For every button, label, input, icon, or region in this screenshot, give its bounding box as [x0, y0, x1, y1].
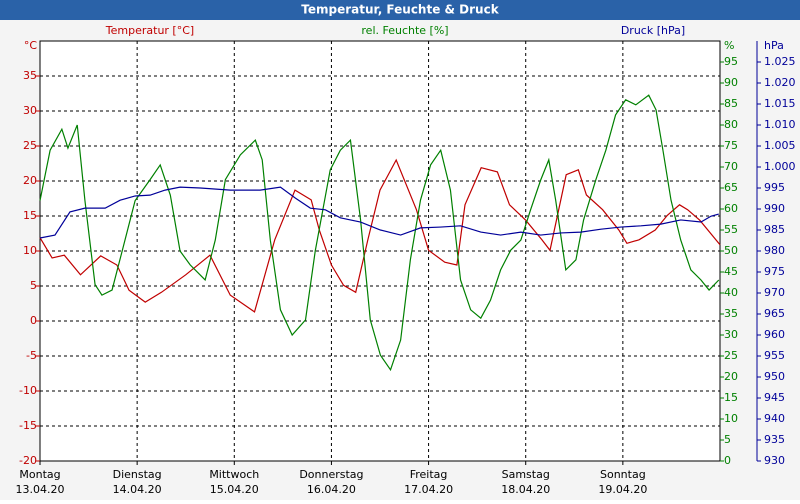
y2-tick-label: 25 — [724, 349, 738, 362]
y3-tick-label: 1.015 — [764, 97, 796, 110]
y-tick-label: 25 — [23, 139, 37, 152]
y-tick-label: 15 — [23, 209, 37, 222]
x-tick-date: 19.04.20 — [598, 483, 647, 496]
y-tick-label: 10 — [23, 244, 37, 257]
series-line — [39, 94, 720, 372]
x-tick-day: Freitag — [410, 468, 448, 481]
y3-tick-label: 1.020 — [764, 76, 796, 89]
y3-unit-label: hPa — [764, 39, 784, 52]
series-line — [39, 186, 719, 239]
y2-tick-label: 70 — [724, 160, 738, 173]
y2-tick-label: 20 — [724, 370, 738, 383]
x-tick-date: 18.04.20 — [501, 483, 550, 496]
y3-tick-label: 945 — [764, 391, 785, 404]
y3-tick-label: 950 — [764, 370, 785, 383]
y2-tick-label: 0 — [724, 454, 731, 467]
x-tick-date: 17.04.20 — [404, 483, 453, 496]
y2-tick-label: 55 — [724, 223, 738, 236]
x-tick-date: 14.04.20 — [113, 483, 162, 496]
axis-title: Temperatur [°C] — [105, 24, 194, 37]
y3-tick-label: 965 — [764, 307, 785, 320]
x-tick-date: 13.04.20 — [16, 483, 65, 496]
x-tick-date: 16.04.20 — [307, 483, 356, 496]
y2-tick-label: 95 — [724, 55, 738, 68]
y2-tick-label: 15 — [724, 391, 738, 404]
y-unit-label: °C — [24, 39, 38, 52]
y2-tick-label: 30 — [724, 328, 738, 341]
y-tick-label: 0 — [30, 314, 37, 327]
y3-tick-label: 1.010 — [764, 118, 796, 131]
y3-tick-label: 985 — [764, 223, 785, 236]
y3-tick-label: 1.005 — [764, 139, 796, 152]
y3-tick-label: 980 — [764, 244, 785, 257]
axis-title: Druck [hPa] — [621, 24, 685, 37]
y2-tick-label: 60 — [724, 202, 738, 215]
y-tick-label: -20 — [19, 454, 37, 467]
x-tick-day: Dienstag — [113, 468, 162, 481]
x-tick-date: 15.04.20 — [210, 483, 259, 496]
y2-tick-label: 10 — [724, 412, 738, 425]
y3-tick-label: 940 — [764, 412, 785, 425]
y3-tick-label: 995 — [764, 181, 785, 194]
y-tick-label: -5 — [26, 349, 37, 362]
y-tick-label: -15 — [19, 419, 37, 432]
y3-tick-label: 960 — [764, 328, 785, 341]
chart-title: Temperatur, Feuchte & Druck — [301, 3, 499, 17]
y-tick-label: 20 — [23, 174, 37, 187]
y2-tick-label: 80 — [724, 118, 738, 131]
y2-tick-label: 50 — [724, 244, 738, 257]
y-tick-label: -10 — [19, 384, 37, 397]
y2-tick-label: 40 — [724, 286, 738, 299]
y3-tick-label: 990 — [764, 202, 785, 215]
y-tick-label: 35 — [23, 69, 37, 82]
y2-unit-label: % — [724, 39, 734, 52]
axis-title: rel. Feuchte [%] — [361, 24, 448, 37]
y3-tick-label: 955 — [764, 349, 785, 362]
x-tick-day: Mittwoch — [209, 468, 259, 481]
y2-tick-label: 35 — [724, 307, 738, 320]
series-line — [39, 158, 721, 313]
y3-tick-label: 970 — [764, 286, 785, 299]
y3-tick-label: 975 — [764, 265, 785, 278]
x-tick-day: Donnerstag — [299, 468, 363, 481]
y2-tick-label: 90 — [724, 76, 738, 89]
y-tick-label: 5 — [30, 279, 37, 292]
y3-tick-label: 1.000 — [764, 160, 796, 173]
x-tick-day: Samstag — [502, 468, 550, 481]
y2-tick-label: 45 — [724, 265, 738, 278]
y3-tick-label: 930 — [764, 454, 785, 467]
y2-tick-label: 85 — [724, 97, 738, 110]
y2-tick-label: 75 — [724, 139, 738, 152]
y3-tick-label: 1.025 — [764, 55, 796, 68]
y2-tick-label: 65 — [724, 181, 738, 194]
x-tick-day: Montag — [19, 468, 60, 481]
y2-tick-label: 5 — [724, 433, 731, 446]
title-bar — [0, 0, 800, 20]
x-tick-day: Sonntag — [600, 468, 646, 481]
y3-tick-label: 935 — [764, 433, 785, 446]
y-tick-label: 30 — [23, 104, 37, 117]
